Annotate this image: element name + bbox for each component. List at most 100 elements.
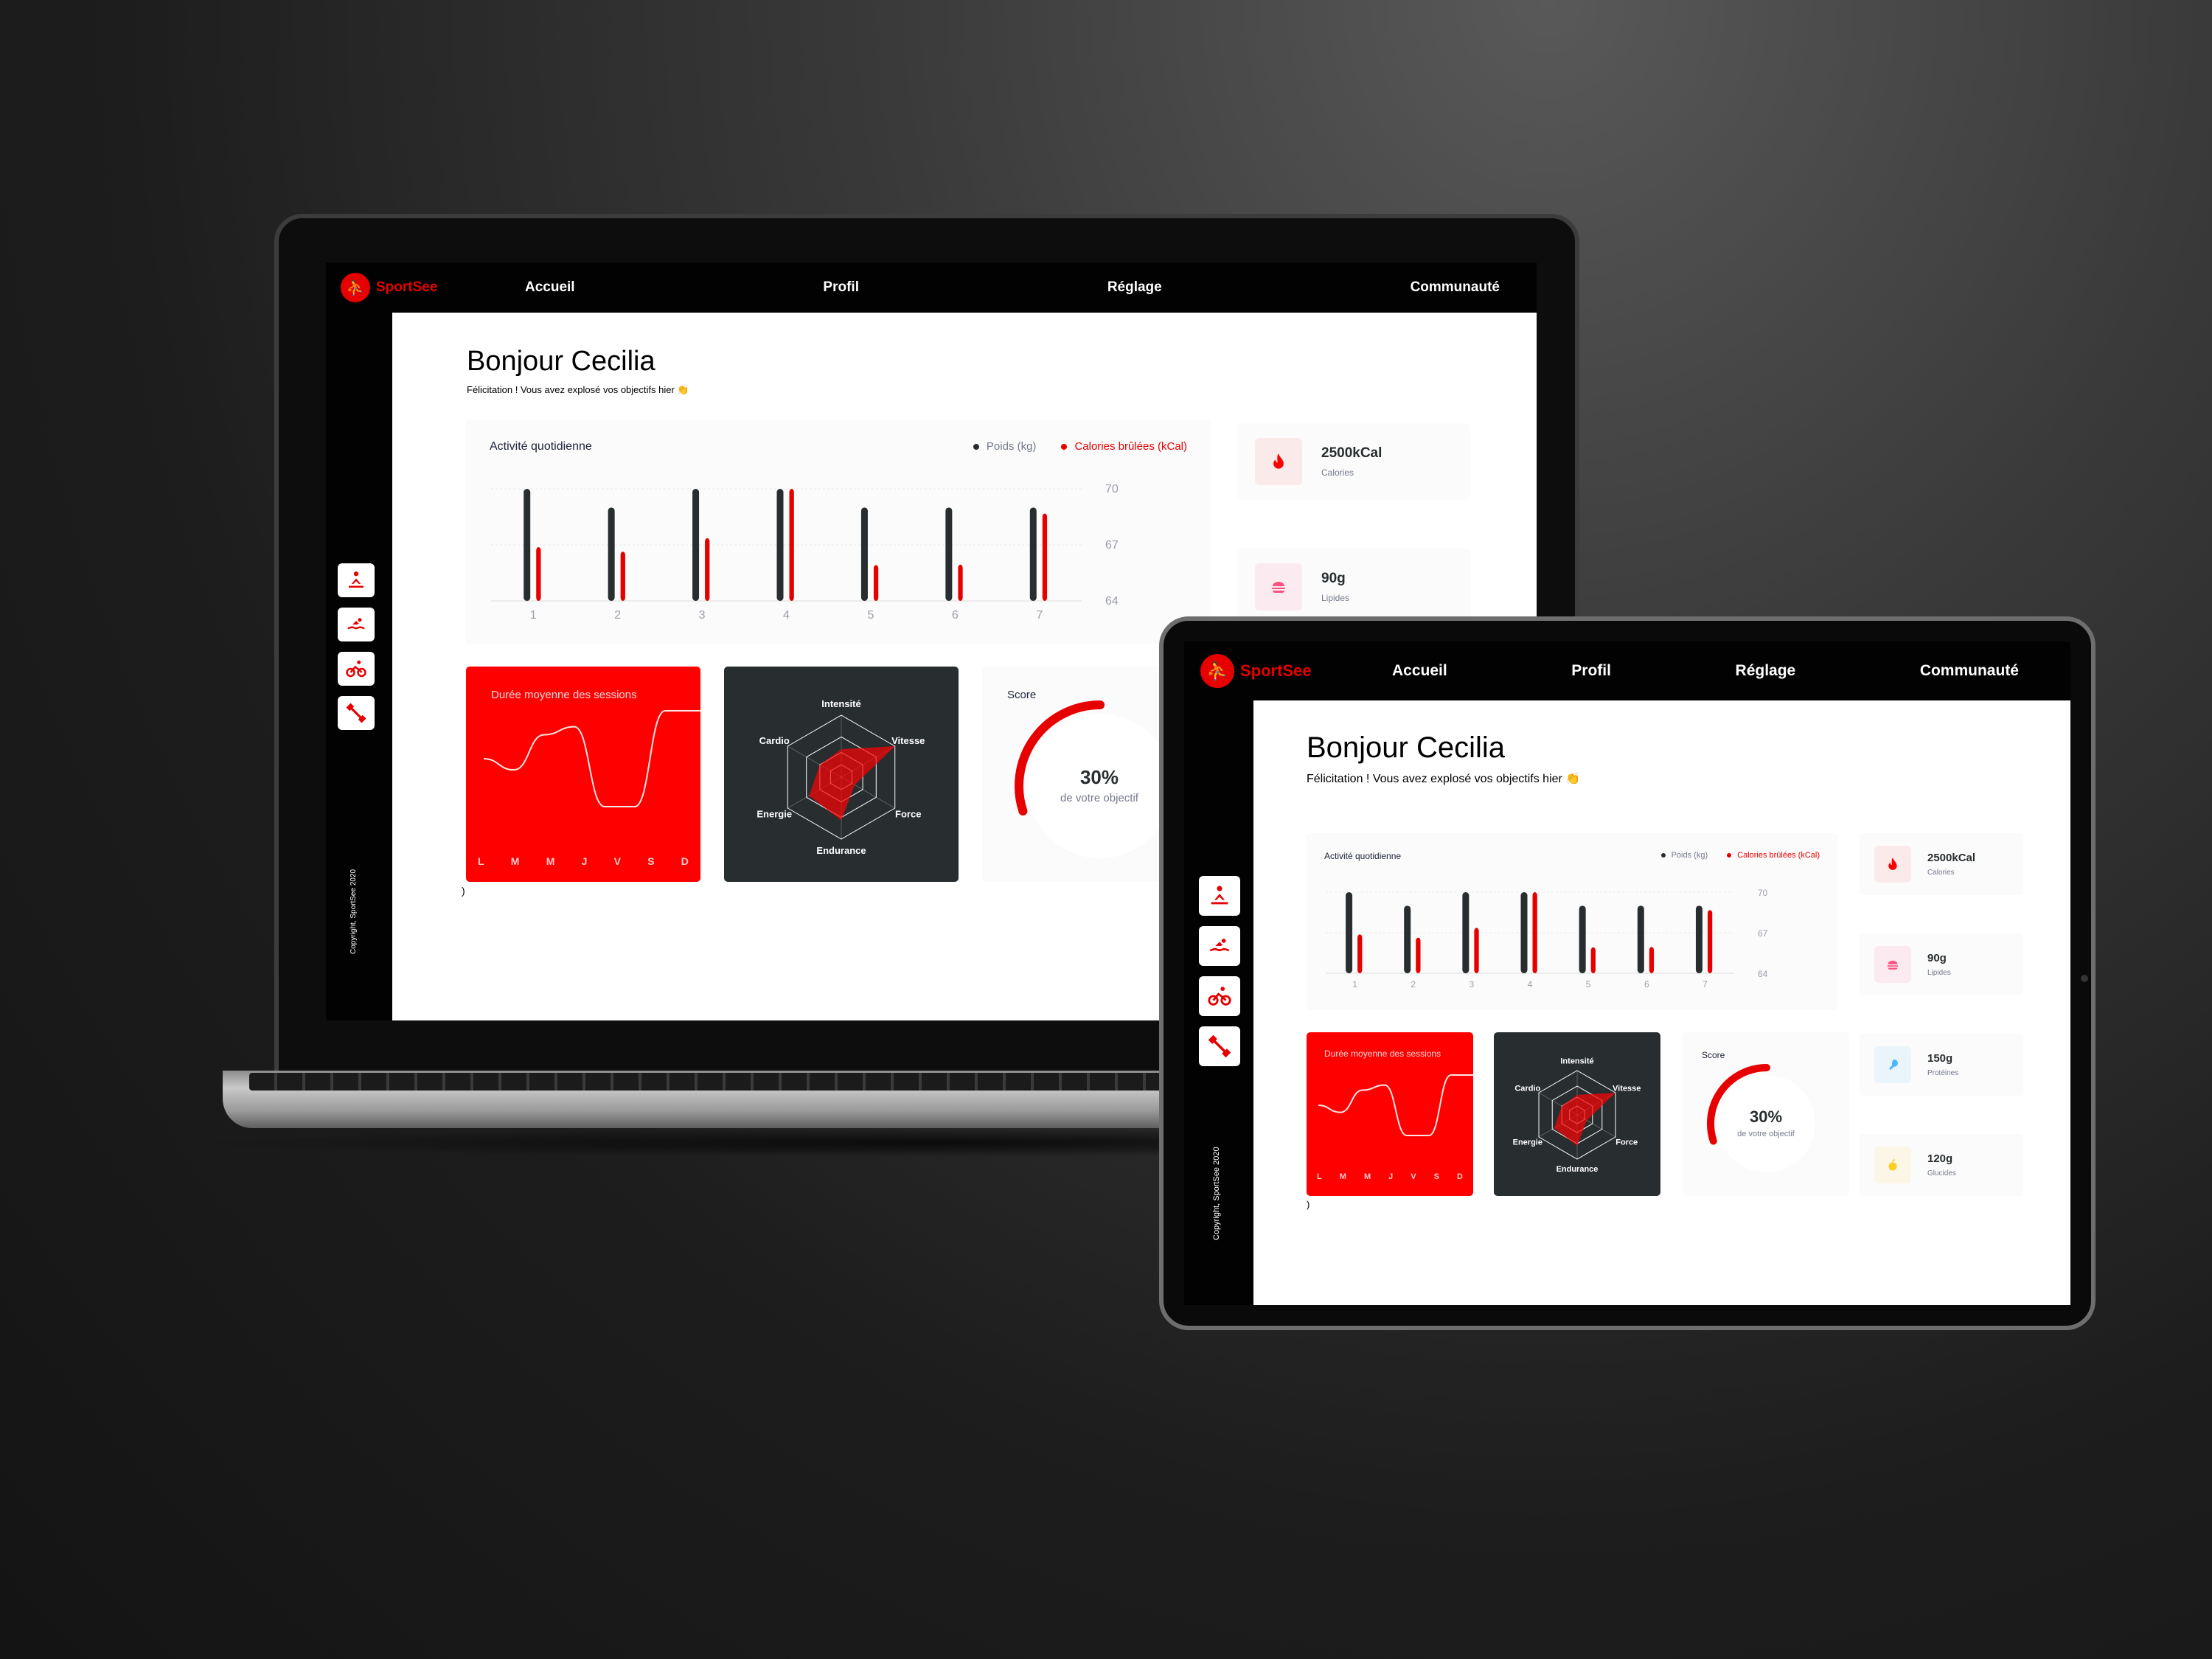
kpi-glucides: 120g Glucides	[1860, 1134, 2023, 1196]
nav-accueil[interactable]: Accueil	[525, 279, 575, 295]
sidebar-cycling-button[interactable]	[338, 652, 375, 686]
radar-label: Endurance	[1557, 1165, 1599, 1174]
x-tick-label: 2	[614, 609, 621, 622]
weight-bar	[1462, 892, 1470, 973]
apple-icon	[1874, 1147, 1911, 1183]
sidebar-yoga-button[interactable]	[1199, 876, 1240, 916]
x-tick-label: 7	[1703, 979, 1708, 990]
swimming-icon	[1210, 939, 1229, 952]
radar-label: Endurance	[816, 845, 866, 856]
page-title: Bonjour Cecilia	[1307, 731, 1505, 765]
radar-label: Energie	[757, 808, 792, 819]
y-tick-label: 67	[1105, 539, 1119, 552]
brand-logo[interactable]: ⛹ SportSee	[341, 273, 488, 302]
sessions-curve	[1318, 1074, 1473, 1136]
nav-profil[interactable]: Profil	[823, 279, 859, 295]
top-navigation: ⛹ SportSee Accueil Profil Réglage Commun…	[326, 262, 1537, 313]
weight-bar	[1637, 905, 1644, 973]
nav-communaute[interactable]: Communauté	[1410, 279, 1500, 295]
session-day-label: S	[647, 855, 655, 867]
x-tick-label: 2	[1411, 979, 1416, 990]
y-tick-label: 64	[1105, 595, 1119, 608]
session-day-label: D	[1456, 1172, 1463, 1181]
cycling-icon	[1208, 987, 1231, 1006]
sidebar-swimming-button[interactable]	[1199, 926, 1240, 966]
brand-logo[interactable]: ⛹ SportSee	[1200, 654, 1363, 688]
activity-legend: Poids (kg) Calories brûlées (kCal)	[973, 440, 1187, 453]
sessions-line	[1318, 1074, 1473, 1136]
calories-bar	[873, 565, 879, 601]
radar-label: Energie	[1513, 1138, 1543, 1147]
kpi-calories-label: Calories	[1321, 467, 1354, 478]
score-gauge	[1015, 700, 1172, 858]
weight-bar	[1579, 905, 1586, 973]
score-caption: de votre objectif	[1737, 1130, 1795, 1138]
legend-weight: Poids (kg)	[1671, 851, 1708, 860]
kpi-calories: 2500kCal Calories	[1860, 833, 2023, 895]
score-arc	[1015, 700, 1105, 815]
yoga-icon	[1211, 886, 1228, 905]
score-percent: 30%	[1079, 766, 1119, 788]
score-inner-circle	[1028, 714, 1172, 858]
performance-radar-chart: Intensité Vitesse Force Endurance Energie Car…	[724, 667, 959, 882]
weight-bar	[1029, 507, 1037, 601]
kpi-lipides: 90g Lipides	[1237, 549, 1470, 625]
activity-title: Activité quotidienne	[1324, 851, 1402, 861]
session-day-label: M	[510, 855, 520, 867]
greeting-hello: Bonjour	[467, 346, 563, 377]
nav-reglage[interactable]: Réglage	[1107, 279, 1162, 295]
kpi-lipides-value: 90g	[1927, 952, 1947, 964]
legend-calories: Calories brûlées (kCal)	[1074, 440, 1187, 453]
nav-reglage[interactable]: Réglage	[1735, 662, 1796, 679]
radar-label: Vitesse	[1613, 1084, 1641, 1093]
radar-grid	[787, 714, 896, 840]
sidebar-dumbbell-button[interactable]	[338, 696, 375, 730]
session-day-label: L	[478, 855, 484, 867]
radar-grid	[1538, 1070, 1616, 1160]
weight-bar	[524, 489, 531, 601]
side-navigation: Copyright, SportSee 2020	[326, 313, 392, 1020]
average-sessions-chart: Durée moyenne des sessions L M M J V S D	[1307, 1032, 1473, 1196]
sidebar-cycling-button[interactable]	[1199, 976, 1240, 1016]
session-day-label: V	[613, 855, 621, 867]
tablet-device: ⛹ SportSee Accueil Profil Réglage Commun…	[1159, 616, 2096, 1330]
burger-icon	[1874, 946, 1911, 983]
weight-bar	[1520, 892, 1528, 973]
sessions-title: Durée moyenne des sessions	[491, 689, 637, 701]
legend-weight-dot	[973, 443, 979, 450]
weight-bar	[1404, 905, 1411, 973]
sidebar-yoga-button[interactable]	[338, 563, 375, 597]
greeting-message: Félicitation ! Vous avez explosé vos obj…	[467, 384, 689, 395]
x-tick-label: 3	[699, 609, 706, 622]
kpi-glucides-value: 120g	[1927, 1152, 1953, 1165]
radar-label: Vitesse	[891, 735, 925, 746]
brand-name: SportSee	[1240, 661, 1312, 680]
copyright-text: Copyright, SportSee 2020	[349, 869, 358, 954]
x-tick-label: 4	[1528, 979, 1533, 990]
average-sessions-chart: Durée moyenne des sessions L M M J V S D	[466, 667, 700, 882]
nav-profil[interactable]: Profil	[1571, 662, 1611, 679]
session-day-label: S	[1433, 1172, 1439, 1181]
kpi-calories: 2500kCal Calories	[1237, 423, 1470, 500]
sidebar-swimming-button[interactable]	[338, 608, 375, 641]
sidebar-dumbbell-button[interactable]	[1199, 1026, 1240, 1066]
legend-weight-dot	[1660, 853, 1666, 858]
radar-label: Intensité	[821, 698, 860, 709]
nav-accueil[interactable]: Accueil	[1392, 662, 1447, 679]
session-day-label: M	[1363, 1172, 1371, 1181]
top-navigation: ⛹ SportSee Accueil Profil Réglage Commun…	[1184, 641, 2070, 700]
copyright-text: Copyright, SportSee 2020	[1212, 1147, 1221, 1240]
yoga-icon	[349, 571, 364, 588]
kpi-proteines-text: 150g Protéines	[1927, 1052, 1958, 1077]
calories-bar	[1042, 513, 1048, 601]
kpi-lipides-label: Lipides	[1321, 593, 1350, 603]
session-day-label: D	[681, 855, 689, 867]
legend-weight: Poids (kg)	[986, 440, 1037, 453]
activity-chart: Activité quotidienne Poids (kg) Calories…	[1307, 833, 1837, 1010]
performance-radar-chart: Intensité Vitesse Force Endurance Energie Car…	[1494, 1032, 1660, 1196]
nav-communaute[interactable]: Communauté	[1919, 662, 2019, 679]
x-tick-label: 3	[1470, 979, 1475, 990]
tablet-camera	[2081, 975, 2088, 982]
